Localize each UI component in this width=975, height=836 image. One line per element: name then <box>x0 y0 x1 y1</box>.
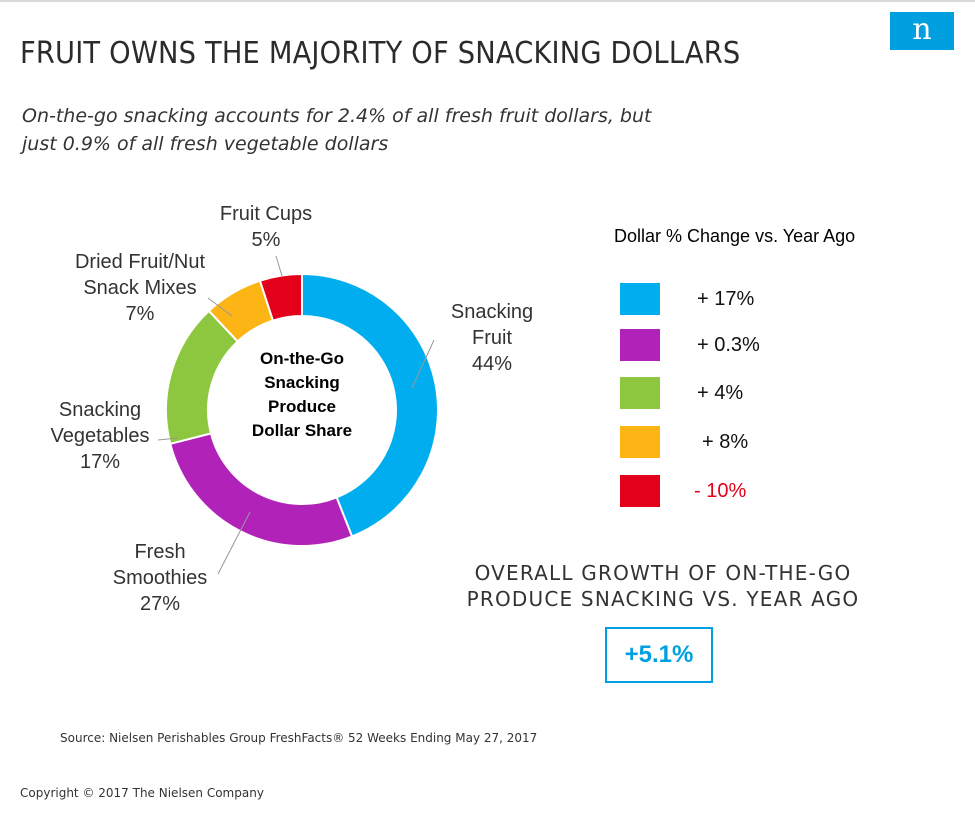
subtitle-line: On-the-go snacking accounts for 2.4% of … <box>22 105 652 127</box>
legend-value: - 10% <box>694 480 747 502</box>
donut-slice-snacking-fruit <box>301 272 439 538</box>
top-rule <box>0 0 975 2</box>
legend-swatch <box>620 377 660 409</box>
legend-value: + 17% <box>697 288 755 310</box>
donut-center-label: On-the-Go Snacking Produce Dollar Share <box>252 349 352 440</box>
legend-swatch <box>620 475 660 507</box>
leader-line <box>157 437 179 441</box>
slice-name-line: Vegetables <box>51 425 150 447</box>
overall-growth-title-line: PRODUCE SNACKING VS. YEAR AGO <box>466 587 860 611</box>
legend-item: + 0.3% <box>620 329 870 363</box>
slice-name-line: Snack Mixes <box>83 277 196 299</box>
slice-name-line: Smoothies <box>113 567 208 589</box>
subtitle: On-the-go snacking accounts for 2.4% of … <box>22 102 722 158</box>
overall-growth-title: OVERALL GROWTH OF ON-THE-GO PRODUCE SNAC… <box>458 560 868 612</box>
legend-item: + 17% <box>620 283 870 317</box>
donut-chart: Snacking Fruit 44% Fresh Smoothies 27% Snackin… <box>51 203 534 615</box>
donut-slice-fresh-smoothies <box>169 432 354 547</box>
slice-percent: 27% <box>140 593 180 615</box>
center-label-line: On-the-Go <box>260 349 344 368</box>
copyright: Copyright © 2017 The Nielsen Company <box>20 786 264 800</box>
slice-label: Fruit Cups 5% <box>220 203 312 251</box>
overall-growth-title-line: OVERALL GROWTH OF ON-THE-GO <box>474 561 852 585</box>
legend-item: + 8% <box>620 426 870 460</box>
leader-line <box>411 339 435 389</box>
center-label-line: Produce <box>268 397 336 416</box>
leader-line <box>207 297 233 317</box>
subtitle-line: just 0.9% of all fresh vegetable dollars <box>22 133 389 155</box>
slice-percent: 7% <box>126 303 155 325</box>
legend-swatch <box>620 329 660 361</box>
slice-name-line: Fruit <box>472 327 512 349</box>
overall-growth-value: +5.1% <box>605 627 713 683</box>
slice-percent: 5% <box>252 229 281 251</box>
slice-name-line: Fruit Cups <box>220 203 312 225</box>
legend-swatch <box>620 283 660 315</box>
source-note: Source: Nielsen Perishables Group FreshF… <box>60 731 538 745</box>
slice-name-line: Snacking <box>451 301 533 323</box>
legend-value: + 4% <box>697 382 744 404</box>
slice-name-line: Snacking <box>59 399 141 421</box>
slice-label: Snacking Fruit 44% <box>451 301 533 375</box>
leader-line <box>275 255 283 277</box>
slice-label: Fresh Smoothies 27% <box>113 541 208 615</box>
center-label-line: Dollar Share <box>252 421 352 440</box>
legend-value: + 8% <box>702 431 749 453</box>
slice-label: Snacking Vegetables 17% <box>51 399 150 473</box>
legend-item: + 4% <box>620 377 870 411</box>
donut-slice-fruit-cups <box>258 272 303 322</box>
slice-name-line: Fresh <box>134 541 185 563</box>
center-label-line: Snacking <box>264 373 340 392</box>
slice-percent: 17% <box>80 451 120 473</box>
legend-title: Dollar % Change vs. Year Ago <box>614 226 856 246</box>
leader-line <box>217 511 251 575</box>
nielsen-logo: n <box>890 12 954 50</box>
legend-swatch <box>620 426 660 458</box>
slice-label: Dried Fruit/Nut Snack Mixes 7% <box>75 251 205 325</box>
legend-value: + 0.3% <box>697 334 760 356</box>
legend-item: - 10% <box>620 475 870 509</box>
page-title: FRUIT OWNS THE MAJORITY OF SNACKING DOLL… <box>20 36 741 71</box>
slice-percent: 44% <box>472 353 512 375</box>
slice-name-line: Dried Fruit/Nut <box>75 251 205 273</box>
